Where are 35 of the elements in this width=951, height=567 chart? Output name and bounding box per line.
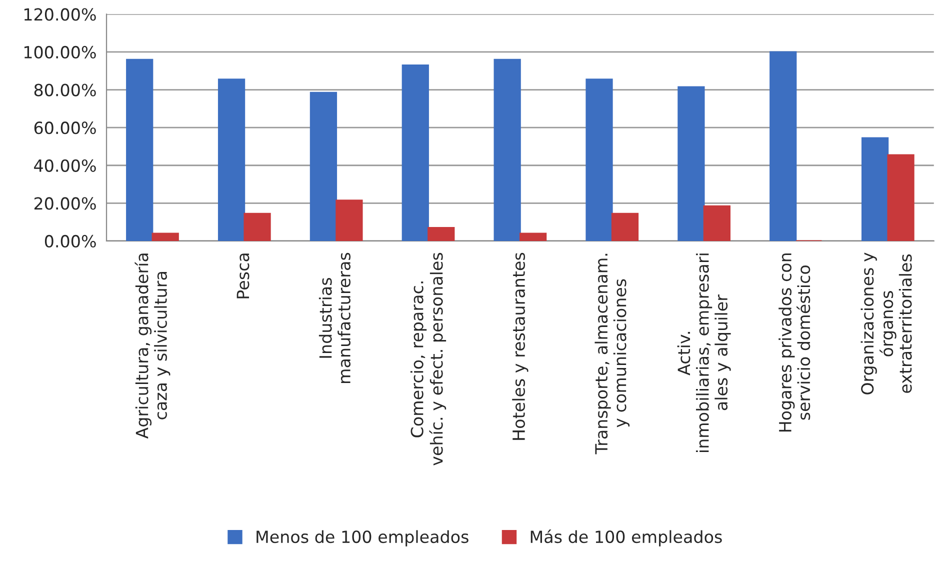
y-tick-label: 40.00% [34,159,96,172]
bar [336,200,363,241]
bar [520,232,547,241]
x-tick-label: Hogares privados con servicio doméstico [778,254,810,432]
bar [244,212,271,241]
bar [126,58,154,241]
x-tick-label: Hoteles y restaurantes [512,252,528,440]
x-tick-label: Activ. inmobiliarias, empresari ales y alquiler [677,254,731,452]
bar [678,86,705,241]
y-tick-label: 20.00% [34,197,96,210]
y-tick-label: 0.00% [44,234,96,248]
x-tick-label: Comercio, reparac. vehíc. y efect. personales [410,252,446,466]
bar [770,51,797,241]
x-tick-label: Transporte, almacenam. y comunicaciones [594,254,630,454]
bar [428,227,455,241]
legend-label: Menos de 100 empleados [256,530,468,546]
legend-label: Más de 100 empleados [530,530,722,546]
bar [703,205,730,241]
x-tick-label: Pesca [236,254,250,298]
bar [402,64,429,241]
bar [887,154,914,241]
y-tick-label: 120.00% [24,8,96,21]
y-tick-label: 60.00% [34,122,96,134]
bar [861,137,889,241]
y-tick-label: 100.00% [24,46,96,59]
bar [586,78,613,241]
bar [218,78,246,241]
bar [611,212,639,241]
bar [494,58,521,241]
bar [310,92,338,241]
bar [152,232,179,241]
x-tick-label: Industrias manufactureras [318,252,351,383]
x-tick-label: Organizaciones y órganos extraterritoriales [860,252,912,394]
x-tick-label: Agricultura, ganadería caza y silvicultura [134,254,170,439]
y-tick-label: 80.00% [34,84,96,96]
